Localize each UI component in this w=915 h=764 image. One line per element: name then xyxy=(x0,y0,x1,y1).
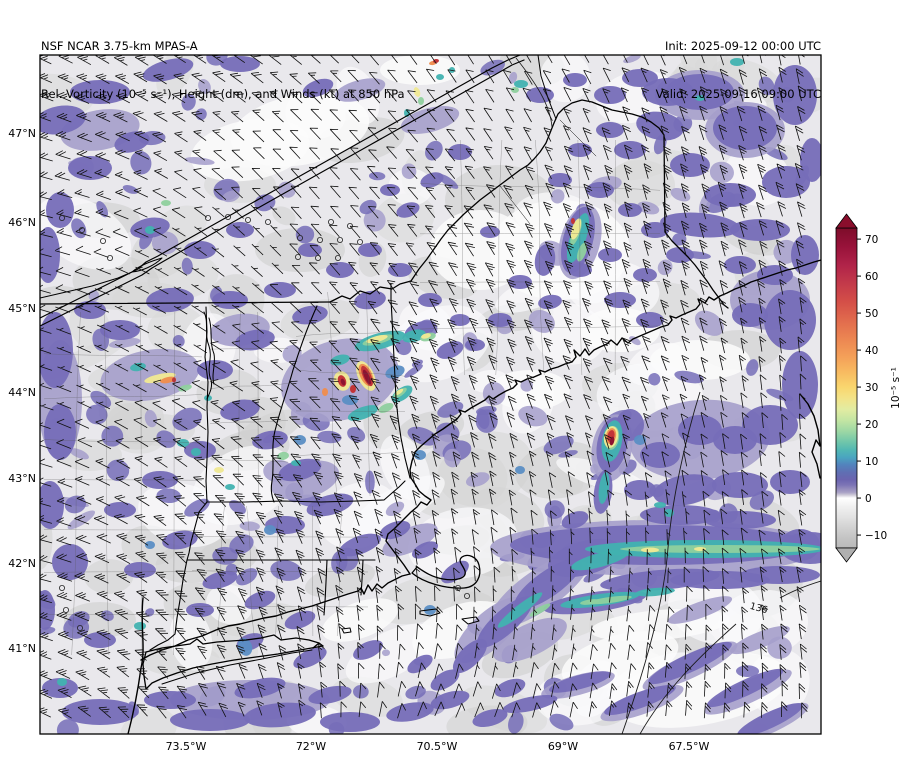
calm-wind-circles xyxy=(59,213,470,632)
colorbar-unit-label: 10⁻⁵ s⁻¹ xyxy=(890,367,902,409)
init-timestamp: Init: 2025-09-12 00:00 UTC xyxy=(665,39,821,53)
colorbar-tick-label: 50 xyxy=(865,308,878,320)
x-tick-label: 73.5°W xyxy=(166,740,207,753)
colorbar-tick-label: 60 xyxy=(865,271,878,283)
contour-label: 136 xyxy=(748,601,768,616)
x-tick-label: 67.5°W xyxy=(669,740,710,753)
valid-timestamp: Valid: 2025-09-16 09:00 UTC xyxy=(655,87,821,101)
wind-barbs xyxy=(40,55,808,719)
y-tick-label: 46°N xyxy=(8,216,36,229)
colorbar-tick-label: −10 xyxy=(865,530,887,542)
vorticity-field xyxy=(40,55,821,734)
colorbar-tick-label: 30 xyxy=(865,382,878,394)
y-tick-label: 42°N xyxy=(8,557,36,570)
colorbar-tick-label: 10 xyxy=(865,456,878,468)
height-contours: 136 xyxy=(515,57,821,734)
x-tick-label: 69°W xyxy=(548,740,578,753)
meta-block: Init: 2025-09-12 00:00 UTC Valid: 2025-0… xyxy=(656,6,821,134)
y-tick-label: 45°N xyxy=(8,302,36,315)
map-canvas: 136 xyxy=(40,55,821,734)
x-tick-label: 70.5°W xyxy=(417,740,458,753)
page-subtitle: Rel. Vorticity (10⁻⁵ s⁻¹), Height (dm), … xyxy=(41,87,405,101)
y-tick-label: 41°N xyxy=(8,642,36,655)
y-tick-label: 47°N xyxy=(8,127,36,140)
x-tick-label: 72°W xyxy=(296,740,326,753)
map-frame xyxy=(39,54,822,735)
colorbar-tick-label: 0 xyxy=(865,493,872,505)
colorbar: 70 60 50 40 30 20 10 0 −10 10⁻⁵ s⁻¹ xyxy=(835,213,902,563)
page-title: NSF NCAR 3.75-km MPAS-A xyxy=(41,39,198,53)
colorbar-tick-label: 20 xyxy=(865,419,878,431)
axis-labels: 73.5°W 72°W 70.5°W 69°W 67.5°W 47°N 46°N 45°N 44… xyxy=(8,127,709,753)
y-tick-label: 44°N xyxy=(8,386,36,399)
colorbar-tick-label: 40 xyxy=(865,345,878,357)
title-block: NSF NCAR 3.75-km MPAS-A Rel. Vorticity (… xyxy=(41,6,405,134)
y-tick-label: 43°N xyxy=(8,472,36,485)
colorbar-tick-label: 70 xyxy=(865,234,878,246)
